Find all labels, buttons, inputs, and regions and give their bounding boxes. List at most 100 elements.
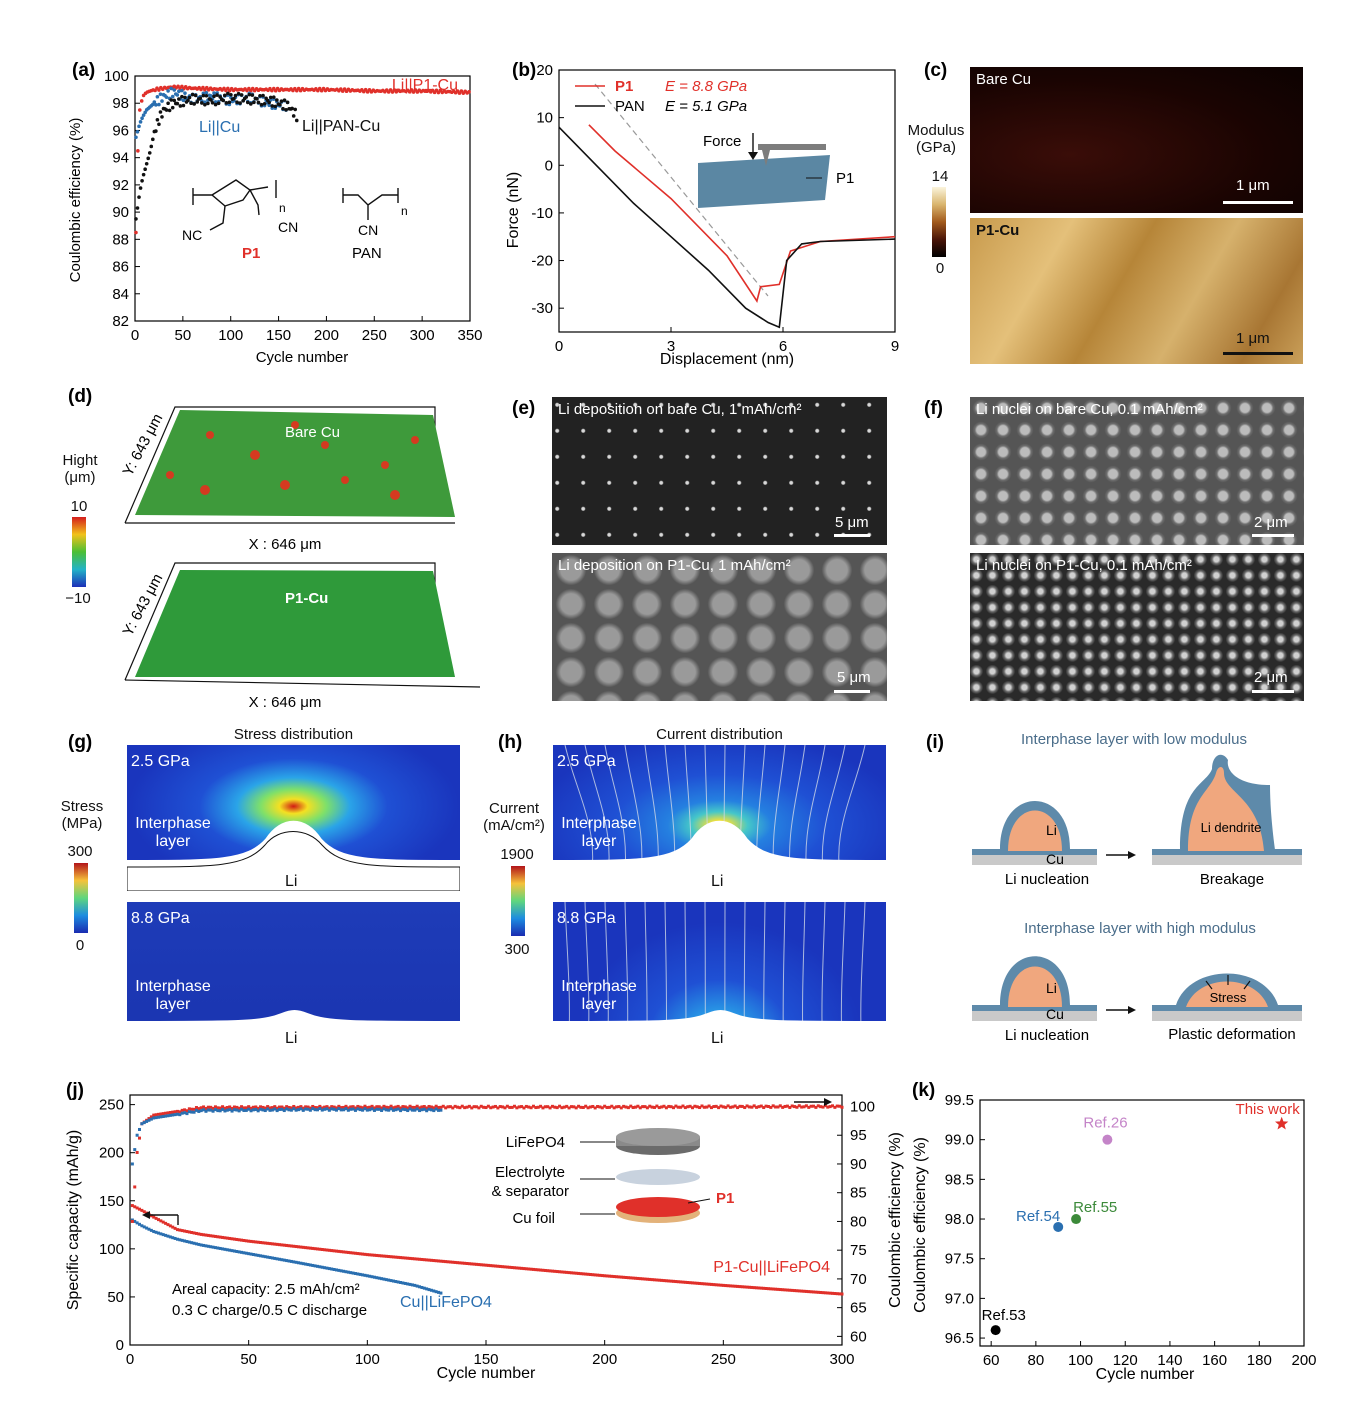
chart-j-point (783, 1288, 787, 1292)
chart-a-point (135, 130, 140, 134)
chart-j-point (451, 1106, 455, 1110)
chart-j-point (339, 1250, 343, 1254)
chart-j-point (588, 1273, 592, 1276)
chart-j-point (320, 1248, 324, 1251)
chart-j-point (695, 1105, 699, 1109)
chart-a-point (151, 137, 155, 142)
chart-j-point (406, 1256, 410, 1260)
chart-j-point (204, 1244, 208, 1248)
chart-j-point (437, 1290, 441, 1294)
chart-j-point (396, 1255, 400, 1259)
chart-j-point (508, 1105, 512, 1109)
chart-j-point (380, 1106, 384, 1110)
chart-j-point (166, 1223, 170, 1227)
chart-j-point (517, 1266, 521, 1270)
chart-j-point (377, 1276, 381, 1280)
chart-j-point (209, 1108, 213, 1112)
chart-j-point (142, 1225, 146, 1229)
chart-j-point (311, 1107, 315, 1111)
chart-j-point (178, 1238, 182, 1242)
chart-j-point (337, 1268, 341, 1272)
chart-j-point (337, 1104, 341, 1108)
chart-j-point (334, 1268, 338, 1272)
chart-j-point (259, 1105, 263, 1109)
chart-j-point (686, 1281, 690, 1284)
c-top-scale-text: 1 μm (1236, 177, 1270, 194)
chart-j-point (223, 1106, 227, 1110)
x-tick-label: 350 (457, 327, 482, 344)
chart-j-point (204, 1106, 208, 1110)
chart-j-point (399, 1106, 403, 1110)
chart-j-point (731, 1105, 735, 1109)
chart-j-point (353, 1108, 357, 1112)
chart-a-point (177, 97, 181, 101)
chart-j-point (375, 1107, 379, 1111)
chart-a: 0 50 100 150 200 250 300 350 82 84 86 88 90 92 94 96 98 1… (67, 68, 483, 366)
chart-j-point (368, 1274, 372, 1278)
chart-k-point-label: This work (1236, 1101, 1301, 1118)
chart-j-point (804, 1289, 808, 1293)
chart-j-point (612, 1275, 616, 1279)
chart-j-point (275, 1106, 279, 1110)
chart-j-point (133, 1205, 137, 1209)
chart-j-ylabel-left: Specific capacity (mAh/g) (65, 1130, 82, 1311)
chart-a-point (140, 116, 144, 120)
chart-j-point (569, 1105, 573, 1109)
afm-inset (698, 133, 830, 208)
y-tick-label: 82 (112, 313, 129, 330)
chart-j-point (308, 1108, 312, 1112)
chart-j-point (588, 1105, 592, 1109)
chart-j-point (202, 1105, 206, 1109)
chart-j-point (717, 1106, 721, 1110)
chart-j-point (185, 1112, 189, 1116)
y-tick-label: 90 (112, 204, 129, 221)
chart-b-ylabel: Force (nN) (505, 172, 522, 248)
chart-j-point (199, 1106, 203, 1110)
y-tick-label: 98 (112, 95, 129, 112)
y-tick-label: 96.5 (945, 1330, 974, 1347)
i-schematic: Interphase layer with low modulus Li Cu … (972, 731, 1302, 1044)
c-colorbar (932, 187, 946, 257)
chart-j-point (619, 1275, 623, 1279)
chart-j-point (256, 1240, 260, 1244)
chart-j-point (306, 1107, 310, 1111)
y-tick-label: 97.5 (945, 1251, 974, 1268)
chart-j-point (187, 1107, 191, 1111)
f-bare-cu-sem: Li nuclei on bare Cu, 0.1 mAh/cm² 2 μm (970, 397, 1304, 545)
d-colorbar-min: −10 (65, 590, 91, 607)
y-right-tick-label: 80 (850, 1213, 867, 1230)
chart-a-point (158, 110, 163, 114)
chart-j-point (342, 1105, 346, 1109)
y-tick-label: 250 (99, 1097, 124, 1114)
chart-j-point (235, 1108, 239, 1112)
chart-j-point (273, 1256, 277, 1260)
chart-j-point (441, 1104, 445, 1108)
chart-j-point (819, 1105, 823, 1109)
chart-j-point (183, 1239, 187, 1243)
chart-a-point (172, 98, 177, 103)
chart-j-point (197, 1107, 201, 1111)
chart-j-point (429, 1108, 433, 1112)
chart-j-point (363, 1252, 367, 1256)
panel-c-label: (c) (924, 60, 948, 81)
chart-j-point (475, 1105, 479, 1109)
chart-j-point (785, 1104, 789, 1108)
chart-j-point (178, 1110, 182, 1114)
chart-j-point (344, 1104, 348, 1108)
h-interphase-line (553, 1010, 886, 1025)
x-tick-label: 0 (126, 1351, 134, 1368)
chart-j-point (192, 1110, 196, 1114)
chart-j-point (235, 1105, 239, 1109)
y-tick-label: 92 (112, 177, 129, 194)
chart-j-point (211, 1234, 215, 1238)
chart-j-point (790, 1104, 794, 1108)
j-note-1: Areal capacity: 2.5 mAh/cm² (172, 1281, 360, 1298)
chart-j-point (826, 1291, 830, 1295)
chart-j-point (766, 1287, 770, 1291)
chart-a-point (178, 104, 183, 108)
h-bottom-sim: 8.8 GPa Interphase layer Li (553, 902, 886, 1048)
e-top-scalebar (834, 534, 870, 537)
panel-b-label: (b) (512, 60, 537, 81)
chart-j-point (133, 1148, 137, 1152)
chart-j-point (814, 1105, 818, 1109)
